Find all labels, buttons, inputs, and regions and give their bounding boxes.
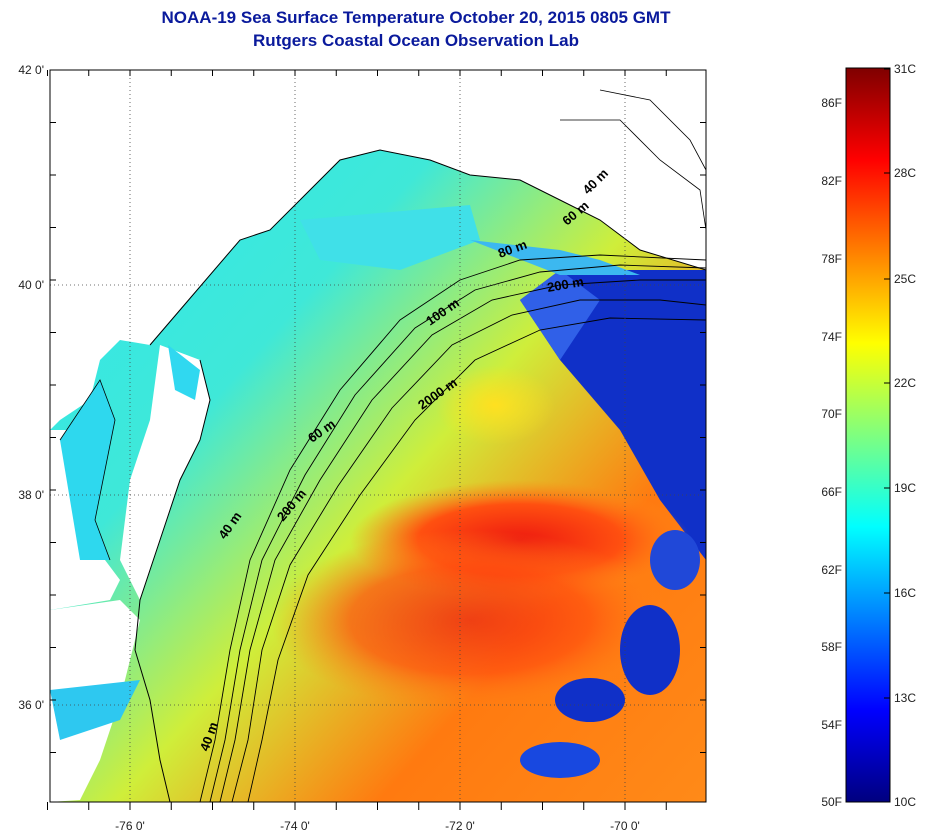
lat-tick-label: 42 0' [18, 63, 44, 77]
colorbar-c-label: 31C [894, 62, 916, 76]
colorbar-f-label: 74F [821, 330, 842, 344]
colorbar-c-label: 13C [894, 691, 916, 705]
axis-ticks [47, 69, 706, 810]
colorbar-c-label: 16C [894, 586, 916, 600]
colorbar-c-label: 25C [894, 272, 916, 286]
latitude-labels: 42 0' 40 0' 38 0' 36 0' [18, 63, 44, 712]
sst-image [50, 70, 706, 802]
lat-tick-label: 36 0' [18, 698, 44, 712]
colorbar-f-label: 66F [821, 485, 842, 499]
colorbar-f-label: 50F [821, 795, 842, 809]
colorbar-c-label: 10C [894, 795, 916, 809]
colorbar-f-label: 82F [821, 174, 842, 188]
colorbar-f-label: 78F [821, 252, 842, 266]
colorbar-c-label: 28C [894, 166, 916, 180]
lon-tick-label: -70 0' [610, 819, 640, 832]
contour-label: 200 m [546, 274, 585, 295]
colorbar-f-label: 54F [821, 718, 842, 732]
lon-tick-label: -76 0' [115, 819, 145, 832]
colorbar-f-label: 58F [821, 640, 842, 654]
lat-tick-label: 40 0' [18, 278, 44, 292]
title-line-2: Rutgers Coastal Ocean Observation Lab [253, 31, 579, 50]
colorbar-f-label: 70F [821, 407, 842, 421]
lat-tick-label: 38 0' [18, 488, 44, 502]
colorbar [845, 67, 891, 803]
lon-tick-label: -72 0' [445, 819, 475, 832]
longitude-labels: -76 0' -74 0' -72 0' -70 0' [115, 819, 640, 832]
colorbar-ticks: 86F 82F 78F 74F 70F 66F 62F 58F 54F 50F 31C 28C 25C 2… [821, 62, 916, 809]
colorbar-f-label: 62F [821, 563, 842, 577]
title-line-1: NOAA-19 Sea Surface Temperature October … [161, 8, 671, 27]
colorbar-c-label: 22C [894, 376, 916, 390]
map-title: NOAA-19 Sea Surface Temperature October … [0, 6, 832, 52]
colorbar-f-label: 86F [821, 96, 842, 110]
colorbar-c-label: 19C [894, 481, 916, 495]
lon-tick-label: -74 0' [280, 819, 310, 832]
